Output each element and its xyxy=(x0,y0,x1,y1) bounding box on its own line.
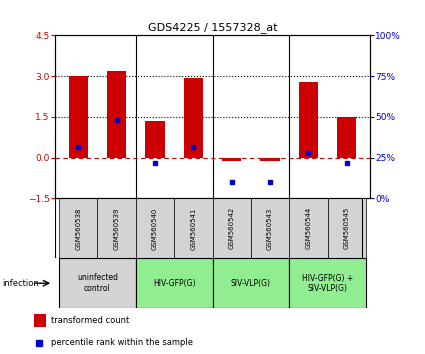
Bar xyxy=(222,158,241,161)
Text: GSM560541: GSM560541 xyxy=(190,207,196,250)
Bar xyxy=(136,198,174,258)
Text: percentile rank within the sample: percentile rank within the sample xyxy=(51,338,193,347)
Text: GSM560545: GSM560545 xyxy=(344,207,350,250)
Text: HIV-GFP(G): HIV-GFP(G) xyxy=(153,279,196,288)
Bar xyxy=(59,198,97,258)
Bar xyxy=(212,258,289,308)
Bar xyxy=(69,76,88,158)
Bar xyxy=(328,198,366,258)
Bar xyxy=(251,198,289,258)
Bar xyxy=(299,81,318,158)
Text: HIV-GFP(G) +
SIV-VLP(G): HIV-GFP(G) + SIV-VLP(G) xyxy=(302,274,353,293)
Bar xyxy=(59,258,136,308)
Text: GSM560539: GSM560539 xyxy=(113,207,119,250)
Title: GDS4225 / 1557328_at: GDS4225 / 1557328_at xyxy=(147,22,277,33)
Text: GSM560542: GSM560542 xyxy=(229,207,235,250)
Bar xyxy=(107,71,126,158)
Text: uninfected
control: uninfected control xyxy=(77,274,118,293)
Bar xyxy=(174,198,212,258)
Bar xyxy=(136,258,212,308)
Bar xyxy=(289,198,328,258)
Text: transformed count: transformed count xyxy=(51,316,129,325)
Bar xyxy=(97,198,136,258)
Bar xyxy=(261,158,280,161)
Text: GSM560543: GSM560543 xyxy=(267,207,273,250)
Bar xyxy=(34,314,46,327)
Bar xyxy=(212,198,251,258)
Text: infection: infection xyxy=(2,279,39,288)
Bar xyxy=(145,121,164,158)
Bar xyxy=(289,258,366,308)
Bar xyxy=(337,117,356,158)
Bar xyxy=(184,78,203,158)
Text: GSM560540: GSM560540 xyxy=(152,207,158,250)
Text: GSM560538: GSM560538 xyxy=(75,207,81,250)
Text: GSM560544: GSM560544 xyxy=(306,207,312,250)
Text: SIV-VLP(G): SIV-VLP(G) xyxy=(231,279,271,288)
